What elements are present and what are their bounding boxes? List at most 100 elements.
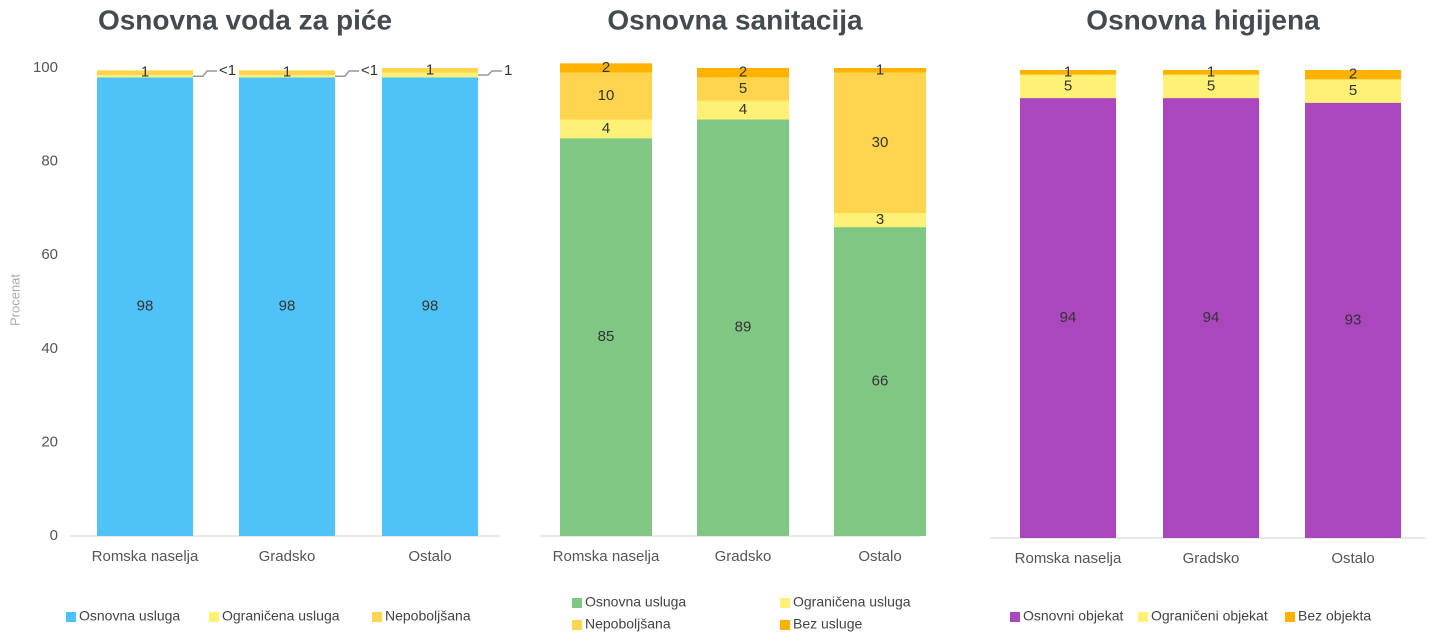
legend-swatch	[372, 612, 382, 622]
y-tick-label: 20	[41, 433, 58, 450]
y-tick-label: 100	[33, 59, 58, 76]
data-label: 1	[141, 64, 149, 81]
legend-swatch	[1285, 612, 1295, 622]
bar-segment	[1020, 98, 1116, 538]
legend-swatch	[780, 620, 790, 630]
legend-swatch	[780, 598, 790, 608]
data-label: 30	[872, 134, 889, 151]
bar-segment	[834, 227, 926, 536]
legend-label: Osnovna usluga	[585, 594, 686, 610]
legend-label: Ograničeni objekat	[1151, 608, 1268, 624]
bar-segment	[834, 72, 926, 214]
data-label: 98	[137, 298, 154, 315]
x-tick-label: Romska naselja	[92, 548, 199, 565]
bar-segment	[1020, 74, 1116, 99]
data-label: 98	[279, 298, 296, 315]
x-tick-label: Ostalo	[408, 548, 451, 565]
data-label: 2	[602, 59, 610, 76]
y-axis-label: Procenat	[7, 274, 22, 326]
data-label: 98	[422, 298, 439, 315]
legend-swatch	[209, 612, 219, 622]
bar-segment	[1020, 70, 1116, 75]
legend-swatch	[1010, 612, 1020, 622]
bar-segment	[239, 75, 335, 78]
data-label: 1	[426, 61, 434, 78]
data-label: <1	[361, 62, 378, 79]
legend-label: Nepoboljšana	[385, 608, 471, 624]
legend-label: Osnovni objekat	[1023, 608, 1124, 624]
bar-segment	[382, 77, 478, 537]
chart-title: Osnovna voda za piće	[98, 4, 392, 35]
bar-segment	[1305, 79, 1401, 103]
legend-swatch	[572, 620, 582, 630]
x-tick-label: Ostalo	[858, 548, 901, 565]
data-label: 1	[504, 62, 512, 79]
bar-segment	[560, 63, 652, 73]
data-label: 4	[602, 120, 610, 137]
bar-segment	[1163, 70, 1259, 75]
bar-segment	[239, 70, 335, 76]
data-label: 5	[1349, 82, 1357, 99]
bar-segment	[1163, 74, 1259, 99]
data-label: 1	[1064, 63, 1072, 80]
y-tick-label: 60	[41, 246, 58, 263]
x-tick-label: Gradsko	[259, 548, 316, 565]
chart-title: Osnovna higijena	[1086, 4, 1320, 35]
legend-swatch	[66, 612, 76, 622]
data-label: 4	[739, 101, 747, 118]
bar-segment	[1163, 98, 1259, 538]
legend-swatch	[1138, 612, 1148, 622]
legend-swatch	[572, 598, 582, 608]
bar-segment	[97, 77, 193, 537]
bar-segment	[239, 77, 335, 537]
data-label: 10	[598, 87, 615, 104]
bar-segment	[382, 72, 478, 78]
data-label: 3	[876, 211, 884, 228]
bar-segment	[697, 119, 789, 536]
data-label: 1	[1207, 63, 1215, 80]
bar-segment	[697, 100, 789, 120]
y-tick-label: 0	[50, 527, 58, 544]
data-label: 5	[1207, 77, 1215, 94]
leader-line	[193, 70, 217, 77]
legend-label: Bez objekta	[1298, 608, 1371, 624]
bar-segment	[560, 119, 652, 139]
legend-label: Bez usluge	[793, 616, 862, 632]
bar-segment	[697, 68, 789, 78]
data-label: 1	[283, 64, 291, 81]
legend-label: Nepoboljšana	[585, 616, 671, 632]
data-label: 5	[739, 80, 747, 97]
x-tick-label: Ostalo	[1331, 550, 1374, 567]
leader-line	[335, 70, 359, 77]
bar-segment	[697, 77, 789, 101]
bar-segment	[560, 138, 652, 536]
data-label: 5	[1064, 77, 1072, 94]
chart-title: Osnovna sanitacija	[607, 4, 863, 35]
data-label: 94	[1060, 309, 1077, 326]
x-tick-label: Gradsko	[1183, 550, 1240, 567]
data-label: <1	[219, 62, 236, 79]
x-tick-label: Gradsko	[715, 548, 772, 565]
bar-segment	[834, 213, 926, 228]
bar-segment	[1305, 102, 1401, 538]
bar-segment	[382, 68, 478, 73]
data-label: 2	[1349, 66, 1357, 83]
legend-label: Osnovna usluga	[79, 608, 180, 624]
data-label: 89	[735, 319, 752, 336]
data-label: 93	[1345, 311, 1362, 328]
data-label: 66	[872, 373, 889, 390]
bar-segment	[1305, 70, 1401, 80]
y-tick-label: 80	[41, 153, 58, 170]
y-tick-label: 40	[41, 340, 58, 357]
x-tick-label: Romska naselja	[1015, 550, 1122, 567]
bar-segment	[834, 68, 926, 73]
bar-segment	[97, 70, 193, 76]
bar-segment	[97, 75, 193, 78]
data-label: 94	[1203, 309, 1220, 326]
data-label: 2	[739, 64, 747, 81]
legend-label: Ograničena usluga	[222, 608, 340, 624]
bar-segment	[560, 72, 652, 120]
data-label: 1	[876, 61, 884, 78]
x-tick-label: Romska naselja	[553, 548, 660, 565]
